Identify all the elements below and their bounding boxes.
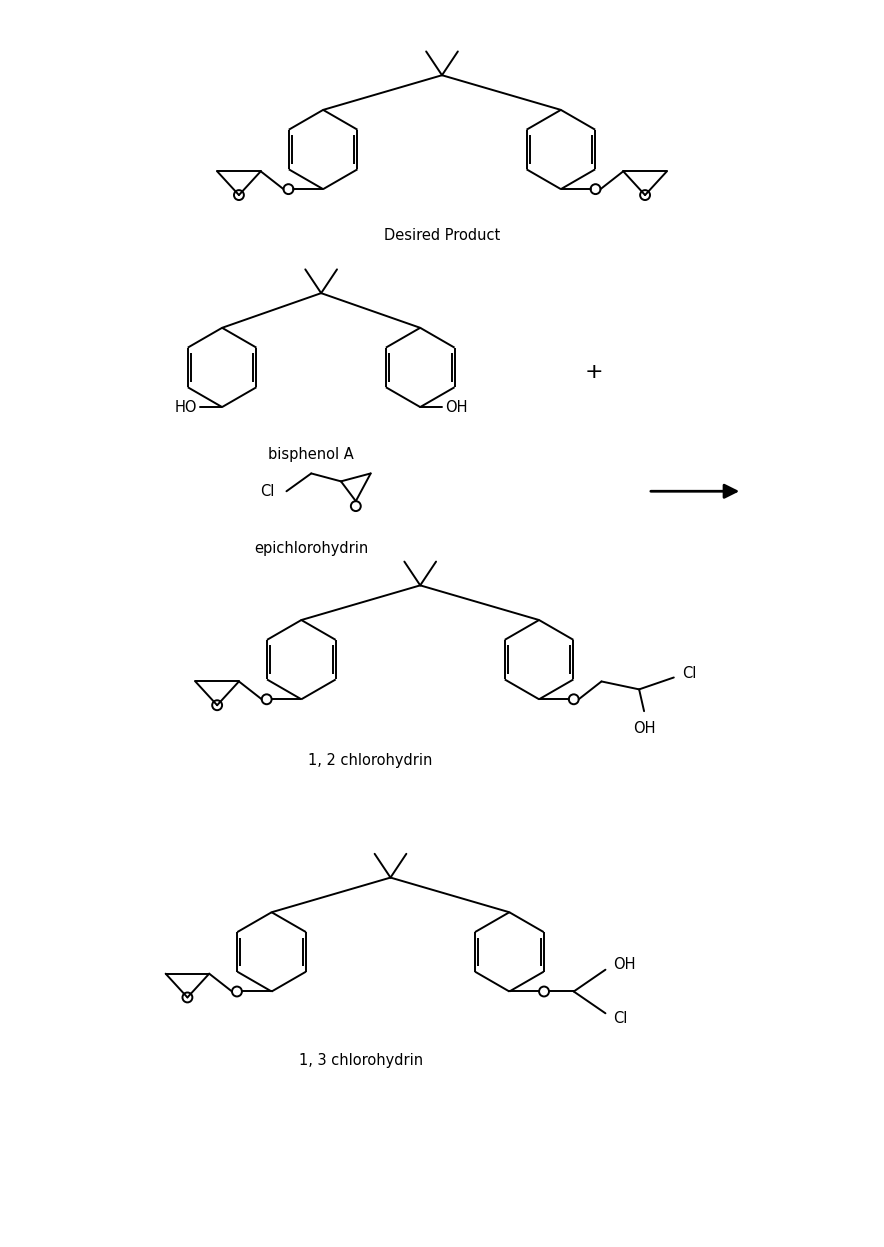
Text: HO: HO xyxy=(175,399,197,414)
Text: Cl: Cl xyxy=(682,666,696,681)
Text: OH: OH xyxy=(633,721,655,736)
Text: 1, 3 chlorohydrin: 1, 3 chlorohydrin xyxy=(299,1054,423,1069)
Text: OH: OH xyxy=(445,399,468,414)
Text: +: + xyxy=(584,363,603,383)
Text: OH: OH xyxy=(613,958,636,973)
Text: bisphenol A: bisphenol A xyxy=(269,448,354,463)
Text: Cl: Cl xyxy=(613,1011,628,1026)
Text: epichlorohydrin: epichlorohydrin xyxy=(254,541,369,556)
Text: 1, 2 chlorohydrin: 1, 2 chlorohydrin xyxy=(309,753,433,768)
Text: Desired Product: Desired Product xyxy=(384,228,500,243)
Text: Cl: Cl xyxy=(260,484,275,499)
